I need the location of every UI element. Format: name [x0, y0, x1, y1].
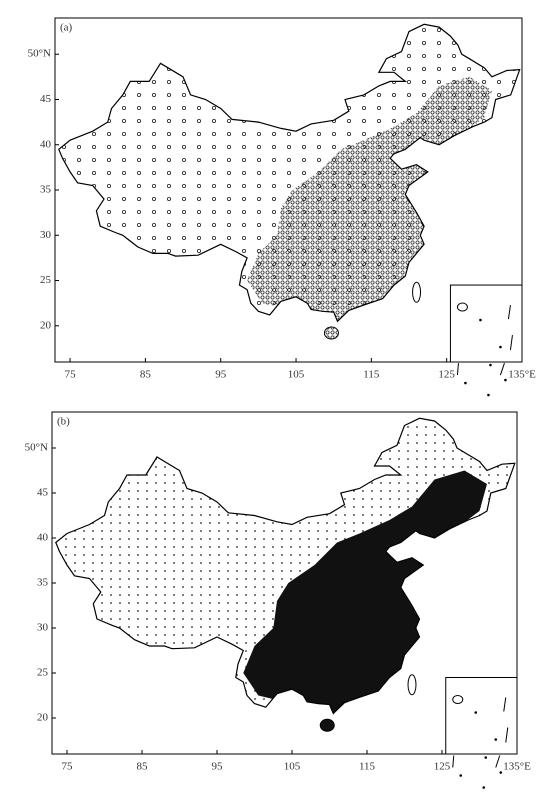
inset-frame [449, 284, 523, 363]
inset-dot [474, 711, 478, 714]
y-tick-label: 45 [37, 487, 49, 499]
panel-label: (a) [60, 22, 73, 34]
x-tick-label: 75 [65, 369, 77, 381]
taiwan [407, 674, 417, 696]
y-tick-label: 20 [37, 712, 49, 724]
inset-border [509, 334, 513, 351]
y-tick-label: 30 [37, 622, 49, 634]
y-tick-label: 25 [37, 667, 49, 679]
x-tick-label: 105 [288, 369, 305, 381]
panel-label: (b) [57, 416, 70, 428]
x-tick-label: 115 [359, 761, 376, 773]
x-tick-label: 135°E [503, 761, 531, 773]
hainan [323, 326, 339, 340]
inset-dot [494, 738, 498, 741]
y-tick-label: 25 [40, 274, 52, 286]
y-tick-label: 45 [40, 93, 52, 105]
hainan [319, 718, 335, 732]
country-outline [58, 23, 521, 323]
y-tick-label: 50°N [28, 48, 51, 60]
taiwan [412, 281, 422, 303]
inset-dot [489, 363, 492, 367]
inset-border [505, 727, 509, 743]
x-tick-label: 125 [438, 369, 455, 381]
inset-border [503, 697, 507, 712]
x-tick-label: 125 [434, 761, 451, 773]
x-tick-label: 85 [140, 369, 152, 381]
inset-dot [504, 378, 507, 382]
x-tick-label: 135°E [508, 369, 536, 381]
x-tick-label: 95 [212, 761, 224, 773]
inset-dot [499, 771, 503, 774]
inset-dot [482, 786, 486, 789]
y-tick-label: 35 [37, 577, 49, 589]
y-tick-label: 20 [40, 319, 52, 331]
inset-island [456, 302, 468, 312]
x-tick-label: 115 [363, 369, 380, 381]
inset-dot [484, 756, 488, 759]
inset-frame [445, 677, 518, 755]
x-tick-label: 75 [62, 761, 74, 773]
map-panel: (b) 75 85 95 105 115 125 135°E 20 25 30 35 40 45 50°N [25, 411, 531, 789]
y-tick-label: 40 [40, 138, 52, 150]
inset-border [507, 304, 511, 320]
inset-dot [464, 381, 467, 385]
x-tick-label: 85 [137, 761, 149, 773]
map-panel: (a) 75 85 95 105 115 125 135°E 20 25 30 35 40 45 50°N [28, 17, 536, 397]
x-tick-label: 95 [215, 369, 227, 381]
country-outline [55, 417, 516, 715]
y-tick-label: 40 [37, 532, 49, 544]
inset-border [452, 755, 455, 768]
inset-dot [499, 345, 502, 349]
inset-dot [487, 393, 490, 397]
inset-border [495, 755, 501, 768]
inset-dot [479, 318, 482, 322]
inset-border [499, 362, 505, 376]
inset-border [456, 363, 459, 376]
inset-island [452, 695, 464, 704]
y-tick-label: 35 [40, 184, 52, 196]
inset-dot [459, 774, 463, 777]
y-tick-label: 50°N [25, 442, 48, 454]
x-tick-label: 105 [284, 761, 301, 773]
y-tick-label: 30 [40, 229, 52, 241]
